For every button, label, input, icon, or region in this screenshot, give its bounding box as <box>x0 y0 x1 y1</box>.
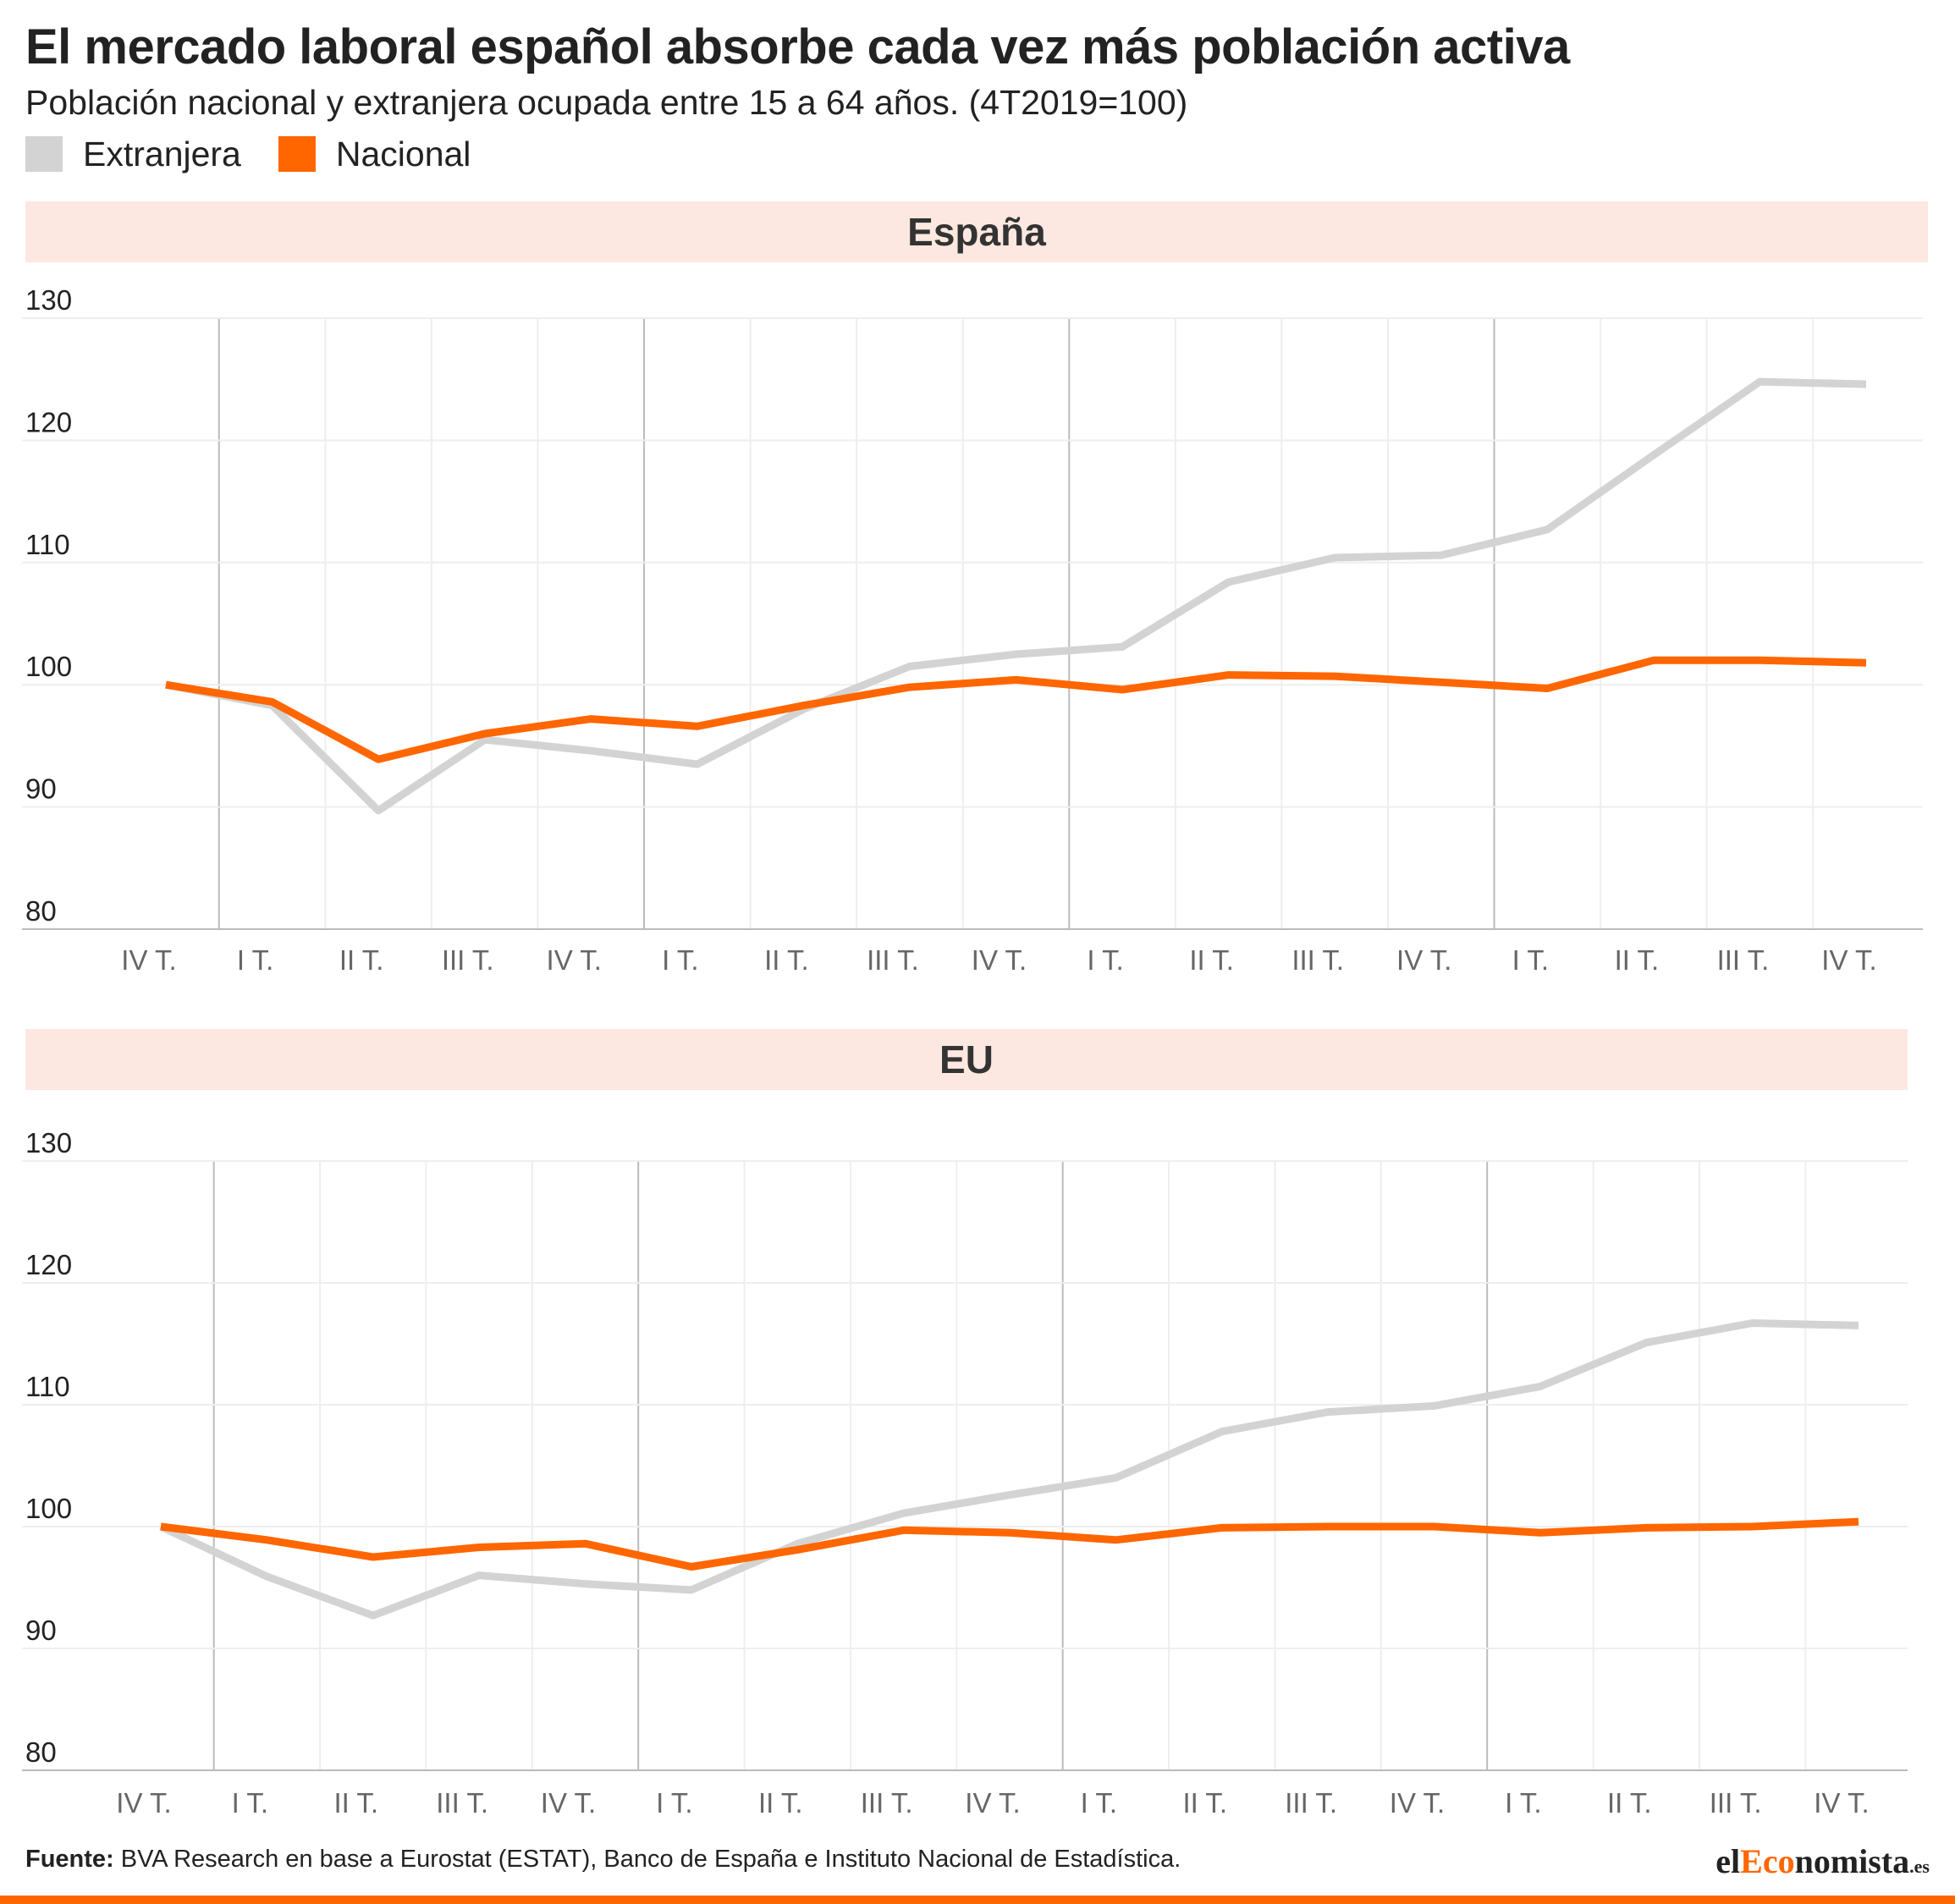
y-tick-label: 90 <box>25 1615 57 1646</box>
x-tick-label: I T. <box>1081 1787 1117 1819</box>
x-tick-label: IV T. <box>972 944 1027 976</box>
x-tick-label: II T. <box>1189 944 1234 976</box>
x-tick-label: IV T. <box>1396 944 1451 976</box>
y-tick-label: 100 <box>25 1493 72 1524</box>
x-tick-label: II T. <box>1615 944 1660 976</box>
source-label: Fuente: <box>25 1846 114 1873</box>
y-tick-label: 110 <box>25 1371 70 1402</box>
legend-item-nacional: Nacional <box>278 135 471 174</box>
panel-title-eu: EU <box>939 1037 994 1081</box>
chart-eu: 80 90 100 110 120 130 IV T. I T. II T. III T. IV T… <box>22 1127 1908 1819</box>
source-text: BVA Research en base a Eurostat (ESTAT),… <box>113 1846 1181 1873</box>
x-tick-label: III T. <box>1285 1787 1337 1819</box>
x-tick-label: II T. <box>764 944 809 976</box>
x-tick-label: IV T. <box>1390 1787 1445 1819</box>
x-tick-label: IV T. <box>1821 944 1876 976</box>
y-tick-label: 120 <box>25 406 72 437</box>
series-line-nacional <box>160 1517 1859 1571</box>
chart-espana: 80 90 100 110 120 130 IV T. I T. II T. III T. IV T… <box>22 284 1923 976</box>
panel-header-eu: EU <box>25 1029 1908 1090</box>
series-line-extranjera <box>165 377 1867 815</box>
x-tick-label: IV T. <box>121 944 176 976</box>
chart-title: El mercado laboral español absorbe cada … <box>25 19 1570 74</box>
y-tick-label: 120 <box>25 1249 72 1280</box>
y-tick-label: 100 <box>25 651 72 682</box>
y-tick-label: 130 <box>25 284 72 316</box>
x-tick-label: III T. <box>1717 944 1770 976</box>
y-tick-label: 130 <box>25 1127 72 1158</box>
x-tick-label: IV T. <box>1814 1787 1869 1819</box>
eleconomista-logo: elEconomista.es <box>1715 1842 1930 1880</box>
x-tick-label: I T. <box>1087 944 1123 976</box>
x-tick-label: II T. <box>339 944 384 976</box>
bottom-accent-bar <box>0 1896 1955 1904</box>
x-tick-label: II T. <box>1182 1787 1227 1819</box>
x-tick-label: II T. <box>1607 1787 1652 1819</box>
x-tick-label: III T. <box>861 1787 913 1819</box>
panel-title-espana: España <box>907 210 1046 254</box>
x-tick-label: I T. <box>656 1787 692 1819</box>
x-tick-label: I T. <box>1505 1787 1541 1819</box>
y-tick-label: 90 <box>25 773 57 805</box>
x-tick-label: I T. <box>662 944 698 976</box>
source-note: Fuente: BVA Research en base a Eurostat … <box>25 1846 1181 1874</box>
legend: Extranjera Nacional <box>25 131 508 177</box>
x-tick-label: IV T. <box>541 1787 596 1819</box>
x-tick-label: III T. <box>1291 944 1344 976</box>
x-tick-label: II T. <box>333 1787 378 1819</box>
x-tick-label: III T. <box>867 944 919 976</box>
y-tick-label: 80 <box>25 895 57 927</box>
legend-label-extranjera: Extranjera <box>83 134 241 173</box>
x-tick-label: IV T. <box>965 1787 1020 1819</box>
series-line-nacional <box>165 656 1867 763</box>
x-tick-label: III T. <box>442 944 494 976</box>
legend-label-nacional: Nacional <box>335 134 471 173</box>
x-tick-label: I T. <box>237 944 273 976</box>
chart-subtitle: Población nacional y extranjera ocupada … <box>25 83 1188 122</box>
x-tick-label: I T. <box>1512 944 1549 976</box>
legend-swatch-extranjera <box>25 136 63 172</box>
series-line-extranjera <box>159 1319 1859 1620</box>
x-tick-label: IV T. <box>116 1787 171 1819</box>
x-tick-label: I T. <box>232 1787 268 1819</box>
legend-swatch-nacional <box>278 136 316 172</box>
x-tick-label: III T. <box>1710 1787 1762 1819</box>
x-tick-label: IV T. <box>547 944 602 976</box>
x-tick-label: III T. <box>436 1787 488 1819</box>
y-tick-label: 80 <box>25 1736 57 1768</box>
legend-item-extranjera: Extranjera <box>25 135 241 174</box>
y-tick-label: 110 <box>25 529 70 560</box>
x-tick-label: II T. <box>758 1787 803 1819</box>
panel-header-espana: España <box>25 201 1928 262</box>
